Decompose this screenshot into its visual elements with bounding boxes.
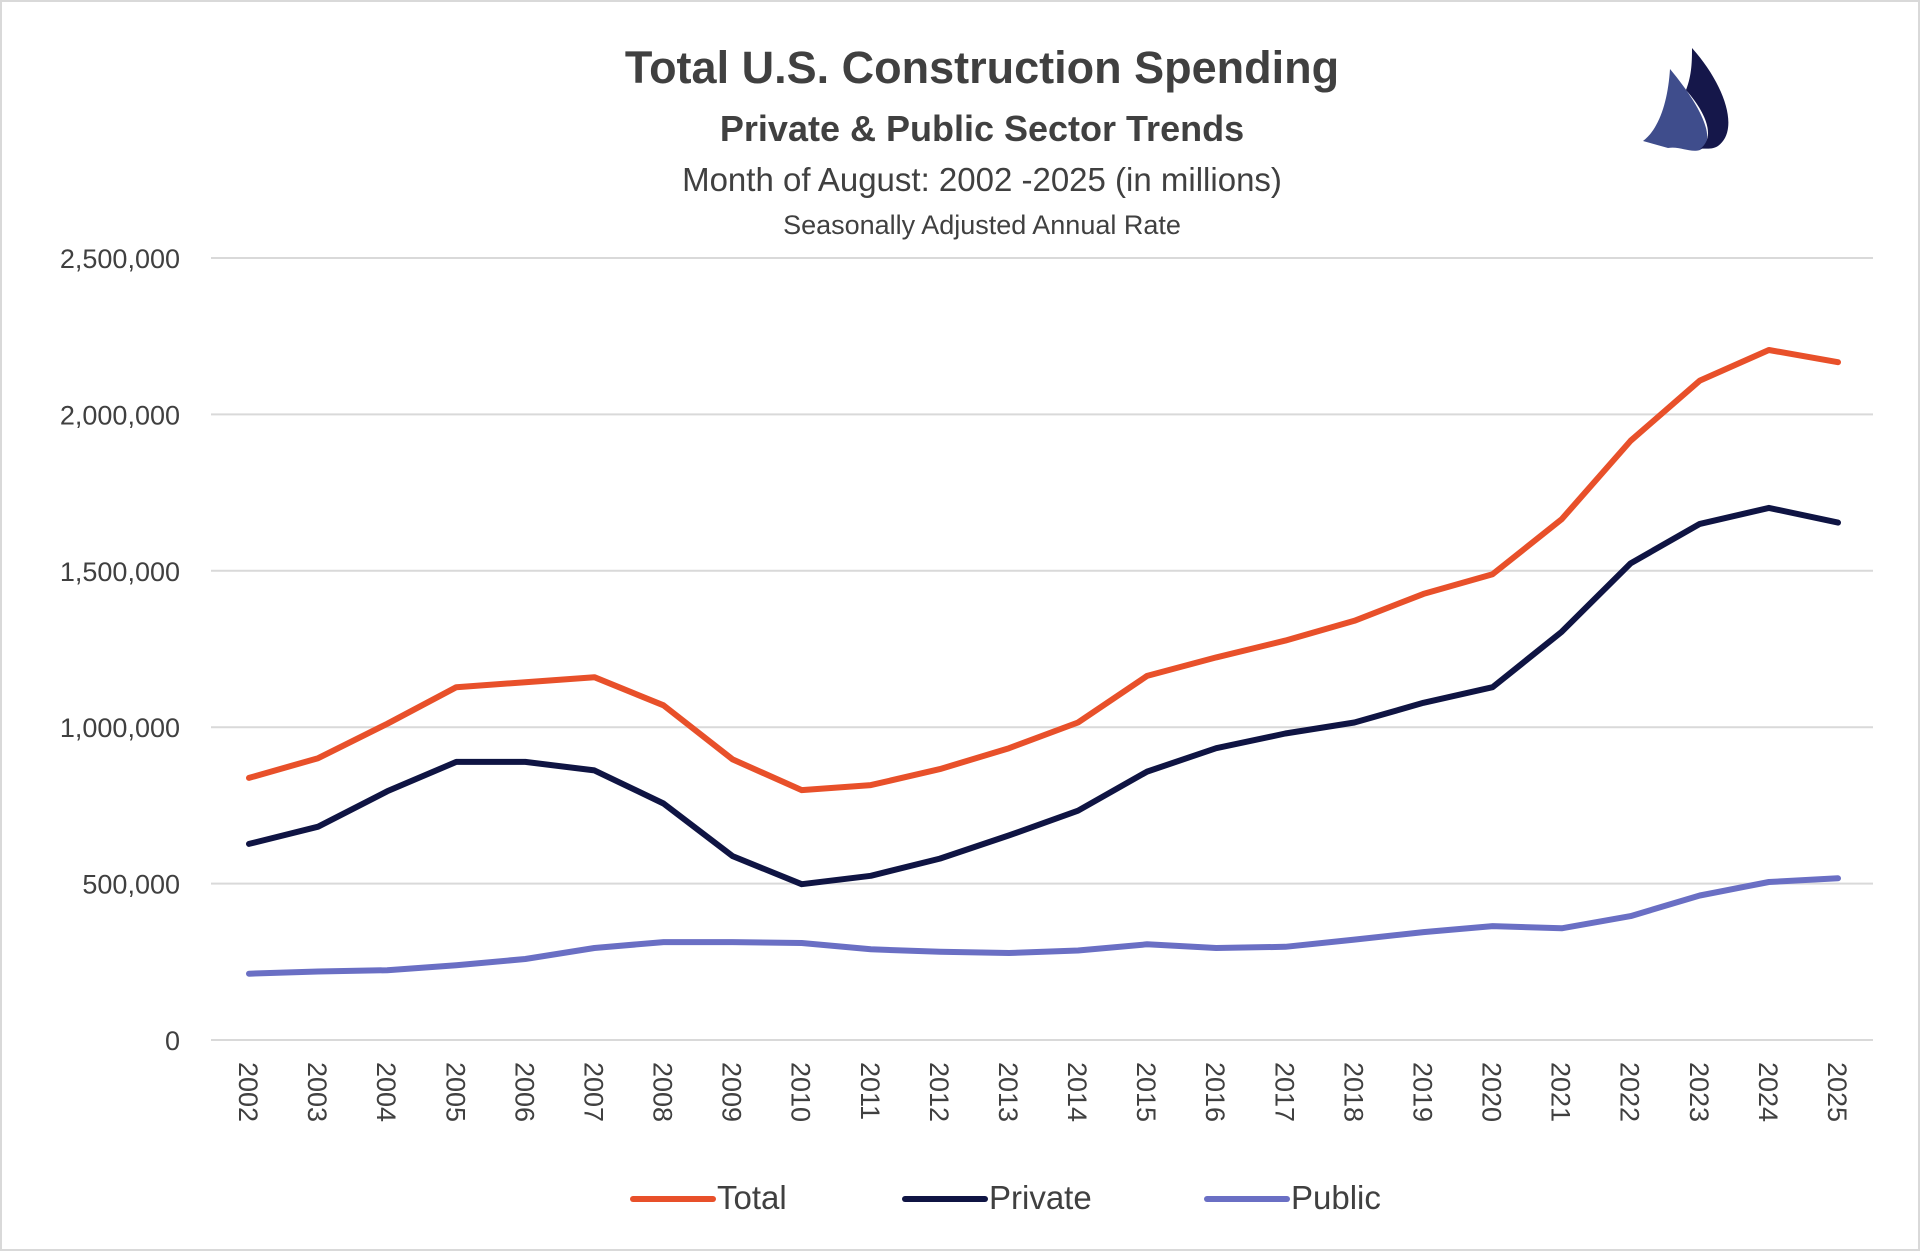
y-tick-label: 1,000,000: [60, 713, 180, 743]
chart-subtitle-3: Seasonally Adjusted Annual Rate: [783, 210, 1181, 240]
x-tick-label: 2022: [1615, 1062, 1645, 1122]
x-tick-label: 2004: [371, 1062, 401, 1122]
y-tick-label: 2,000,000: [60, 400, 180, 430]
x-tick-label: 2019: [1407, 1062, 1437, 1122]
x-tick-label: 2023: [1684, 1062, 1714, 1122]
x-tick-label: 2003: [302, 1062, 332, 1122]
series-line-total: [246, 347, 1841, 794]
series-line-private: [246, 504, 1841, 888]
x-tick-label: 2012: [924, 1062, 954, 1122]
sailboat-logo: [1643, 48, 1729, 151]
x-tick-label: 2014: [1062, 1062, 1092, 1122]
x-tick-label: 2015: [1131, 1062, 1161, 1122]
chart-title: Total U.S. Construction Spending: [625, 42, 1339, 93]
legend-label-private: Private: [989, 1179, 1092, 1216]
x-tick-label: 2016: [1200, 1062, 1230, 1122]
x-tick-label: 2024: [1753, 1062, 1783, 1122]
x-tick-label: 2020: [1477, 1062, 1507, 1122]
x-tick-label: 2018: [1338, 1062, 1368, 1122]
y-tick-label: 0: [165, 1026, 180, 1056]
x-tick-label: 2010: [786, 1062, 816, 1122]
x-tick-label: 2007: [578, 1062, 608, 1122]
x-tick-label: 2005: [440, 1062, 470, 1122]
y-tick-label: 500,000: [82, 870, 180, 900]
series-line-public: [246, 875, 1841, 977]
y-tick-label: 1,500,000: [60, 557, 180, 587]
chart-subtitle: Private & Public Sector Trends: [720, 108, 1244, 149]
x-tick-label: 2009: [717, 1062, 747, 1122]
legend-label-total: Total: [717, 1179, 787, 1216]
x-tick-label: 2002: [233, 1062, 263, 1122]
y-tick-label: 2,500,000: [60, 244, 180, 274]
chart-subtitle-2: Month of August: 2002 -2025 (in millions…: [682, 161, 1282, 198]
x-tick-label: 2013: [993, 1062, 1023, 1122]
x-tick-label: 2008: [648, 1062, 678, 1122]
x-tick-label: 2006: [509, 1062, 539, 1122]
x-tick-label: 2021: [1546, 1062, 1576, 1122]
legend-label-public: Public: [1291, 1179, 1381, 1216]
x-tick-label: 2025: [1822, 1062, 1852, 1122]
x-tick-label: 2017: [1269, 1062, 1299, 1122]
x-tick-label: 2011: [855, 1062, 885, 1120]
